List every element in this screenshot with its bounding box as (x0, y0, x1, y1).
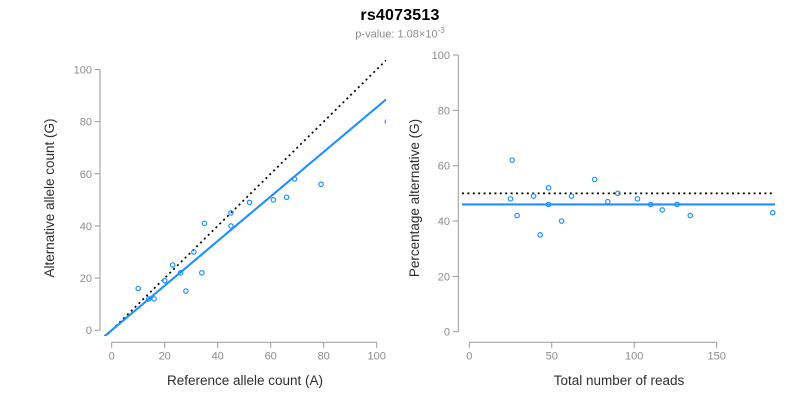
x-tick-label: 60 (265, 350, 277, 362)
y-tick-label: 80 (80, 117, 92, 129)
data-point (509, 157, 515, 163)
y-tick-label: 60 (438, 161, 450, 173)
data-point (545, 201, 552, 208)
data-point (146, 296, 152, 302)
data-point (591, 176, 598, 183)
x-axis-label: Reference allele count (A) (167, 373, 323, 388)
data-point (687, 212, 694, 219)
data-point (177, 270, 184, 276)
data-point (169, 262, 176, 268)
percentage-alternative-plot: 0 50 100 150 Total number of reads 0 20 40 60 80 1… (407, 50, 776, 388)
data-point (201, 220, 208, 227)
y-tick-label: 40 (80, 221, 92, 233)
data-point (769, 209, 776, 216)
data-point (291, 176, 298, 182)
data-point (183, 288, 189, 294)
x-tick-label: 150 (707, 350, 725, 362)
chart-title: rs4073513 (360, 7, 440, 24)
chart-subtitle: p-value: 1.08×10-3 (0, 26, 800, 41)
p-value-exponent: -3 (437, 26, 445, 35)
points (135, 119, 386, 302)
points (507, 157, 776, 238)
data-point (228, 210, 234, 216)
data-point (558, 218, 565, 224)
data-point (318, 181, 324, 188)
y-tick-label: 100 (74, 65, 92, 77)
y-axis-label: Percentage alternative (G) (407, 119, 422, 277)
data-point (246, 199, 253, 206)
x-tick-label: 0 (466, 350, 472, 362)
p-value-text: p-value: 1.08×10 (355, 28, 438, 41)
identity-line (104, 59, 386, 336)
y-tick-label: 80 (438, 105, 450, 117)
data-point (659, 207, 666, 213)
y-tick-label: 60 (80, 169, 92, 181)
data-point (151, 296, 157, 302)
x-axis: 0 50 100 150 Total number of reads (466, 341, 726, 388)
data-point (568, 193, 575, 199)
data-point (674, 201, 680, 208)
y-axis-label: Alternative allele count (G) (42, 118, 57, 277)
data-point (270, 197, 277, 203)
y-tick-label: 0 (86, 325, 92, 337)
y-tick-label: 20 (80, 273, 92, 285)
data-point (228, 223, 234, 229)
y-tick-label: 20 (438, 271, 450, 283)
x-tick-label: 20 (159, 350, 171, 362)
data-point (634, 196, 641, 202)
y-axis: 0 20 40 60 80 100 Percentage alternative (G) (407, 50, 459, 339)
data-point (647, 201, 654, 208)
y-axis: 0 20 40 60 80 100 Alternative allele count (G) (42, 65, 101, 337)
x-tick-label: 50 (546, 350, 558, 362)
data-point (283, 194, 290, 201)
data-point (514, 212, 520, 219)
data-point (199, 270, 205, 276)
data-point (545, 185, 552, 191)
x-axis-label: Total number of reads (554, 373, 685, 388)
y-tick-label: 100 (432, 50, 450, 62)
x-tick-label: 0 (109, 350, 115, 362)
allele-counts-plot: 0 20 40 60 80 100 Reference allele count (A) 0 2… (42, 59, 386, 388)
data-point (605, 198, 611, 205)
x-tick-label: 100 (625, 350, 643, 362)
x-tick-label: 40 (212, 350, 224, 362)
data-point (135, 285, 142, 292)
data-point (614, 190, 621, 197)
x-tick-label: 80 (318, 350, 330, 362)
x-axis: 0 20 40 60 80 100 Reference allele count (A) (109, 341, 386, 388)
fit-line (104, 98, 386, 336)
data-point (537, 232, 544, 238)
y-tick-label: 0 (444, 327, 450, 339)
data-point (384, 119, 386, 125)
data-point (161, 277, 168, 284)
y-tick-label: 40 (438, 216, 450, 228)
data-point (530, 193, 537, 199)
x-tick-label: 100 (368, 350, 386, 362)
data-point (507, 196, 514, 202)
data-point (191, 249, 197, 255)
